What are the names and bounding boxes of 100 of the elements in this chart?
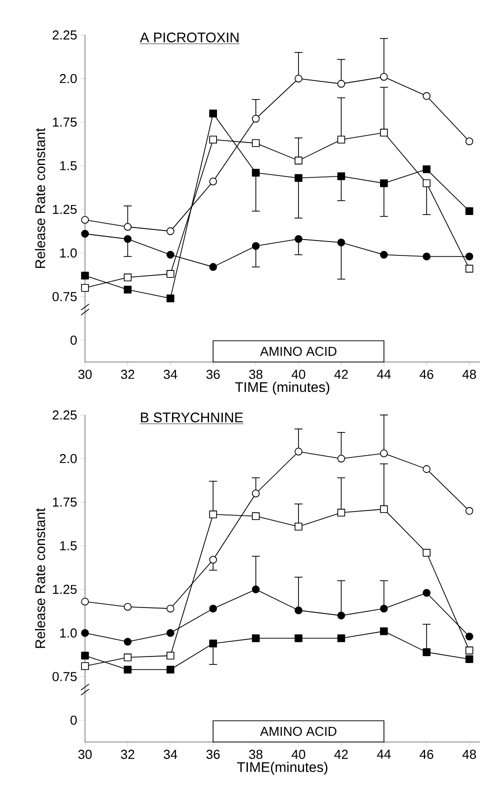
y-tick-label: 1.0 bbox=[60, 628, 77, 638]
point bbox=[465, 632, 474, 640]
chart-title: A PICROTOXIN bbox=[140, 32, 238, 42]
point bbox=[422, 179, 431, 188]
y-tick-label: 1.75 bbox=[53, 118, 77, 127]
x-tick-label: 34 bbox=[164, 750, 178, 759]
point bbox=[337, 136, 346, 144]
point bbox=[81, 629, 89, 637]
y-tick-label: 2.0 bbox=[60, 454, 77, 464]
x-tick-label: 36 bbox=[206, 750, 220, 759]
point bbox=[81, 652, 89, 660]
point bbox=[294, 174, 302, 182]
y-tick-label: 2.25 bbox=[52, 30, 77, 40]
point bbox=[465, 137, 474, 146]
point bbox=[81, 216, 89, 224]
point bbox=[380, 128, 388, 137]
point bbox=[380, 72, 388, 81]
y-tick-label: 1.25 bbox=[53, 584, 77, 594]
point bbox=[166, 652, 174, 660]
x-tick-label: 46 bbox=[420, 750, 434, 759]
x-tick-label: 40 bbox=[292, 370, 306, 379]
point bbox=[166, 666, 174, 674]
x-tick-label: 32 bbox=[121, 370, 134, 379]
point bbox=[124, 638, 132, 646]
point bbox=[380, 250, 388, 259]
point bbox=[81, 284, 89, 292]
point bbox=[294, 235, 302, 243]
point bbox=[166, 250, 174, 259]
point bbox=[81, 230, 89, 238]
x-axis-title: TIME(minutes) bbox=[237, 762, 328, 775]
point bbox=[380, 604, 388, 612]
y-tick-label: 1.25 bbox=[53, 204, 77, 214]
point bbox=[465, 252, 474, 260]
x-tick-label: 44 bbox=[377, 750, 391, 759]
point bbox=[166, 294, 174, 302]
y-tick-label: 1.0 bbox=[60, 248, 77, 258]
point bbox=[209, 178, 217, 186]
point bbox=[465, 264, 474, 273]
x-tick-label: 42 bbox=[334, 370, 348, 379]
point bbox=[252, 139, 260, 148]
point bbox=[380, 449, 388, 458]
point bbox=[380, 505, 388, 514]
x-axis-title: TIME (minutes) bbox=[235, 382, 330, 395]
point bbox=[294, 156, 302, 164]
point bbox=[124, 235, 132, 243]
x-tick-label: 38 bbox=[249, 750, 262, 759]
point bbox=[337, 80, 346, 88]
x-tick-label: 42 bbox=[334, 750, 348, 759]
point bbox=[380, 627, 388, 636]
y-axis-title: Release Rate constant bbox=[34, 508, 46, 648]
band-label: AMINO ACID bbox=[260, 346, 336, 356]
point bbox=[209, 604, 217, 612]
y-axis-title: Release Rate constant bbox=[34, 128, 46, 268]
point bbox=[422, 92, 431, 100]
point bbox=[209, 110, 217, 118]
point bbox=[422, 548, 431, 557]
point bbox=[252, 512, 260, 520]
x-tick-label: 30 bbox=[78, 370, 92, 379]
point bbox=[81, 598, 89, 606]
point bbox=[337, 454, 346, 462]
point bbox=[465, 507, 474, 515]
y-tick-label: 0 bbox=[70, 336, 77, 345]
point bbox=[124, 274, 132, 282]
point bbox=[81, 662, 89, 670]
point bbox=[252, 490, 260, 498]
point bbox=[337, 634, 346, 642]
point bbox=[124, 666, 132, 674]
point bbox=[422, 648, 431, 656]
x-tick-label: 30 bbox=[78, 750, 92, 759]
y-tick-label: 0.75 bbox=[52, 292, 77, 302]
point bbox=[422, 589, 431, 597]
y-tick-label: 1.5 bbox=[60, 161, 77, 170]
y-tick-label: 0 bbox=[70, 716, 77, 725]
x-tick-label: 46 bbox=[420, 370, 434, 379]
point bbox=[294, 74, 302, 82]
point bbox=[337, 508, 346, 517]
x-tick-label: 48 bbox=[462, 750, 476, 759]
point bbox=[209, 640, 217, 648]
point bbox=[124, 602, 132, 611]
point bbox=[465, 207, 474, 216]
point bbox=[252, 242, 260, 250]
band-label: AMINO ACID bbox=[260, 726, 336, 736]
point bbox=[465, 646, 474, 654]
x-tick-label: 44 bbox=[377, 370, 391, 379]
point bbox=[252, 114, 260, 123]
point bbox=[337, 238, 346, 246]
point bbox=[209, 510, 217, 518]
point bbox=[337, 172, 346, 180]
point bbox=[294, 634, 302, 642]
point bbox=[81, 272, 89, 280]
point bbox=[124, 286, 132, 294]
point bbox=[422, 165, 431, 174]
point bbox=[166, 629, 174, 637]
point bbox=[166, 270, 174, 278]
y-tick-label: 2.25 bbox=[52, 410, 77, 420]
point bbox=[166, 227, 174, 236]
point bbox=[252, 586, 260, 594]
point bbox=[209, 556, 217, 564]
point bbox=[209, 136, 217, 144]
point bbox=[422, 465, 431, 473]
